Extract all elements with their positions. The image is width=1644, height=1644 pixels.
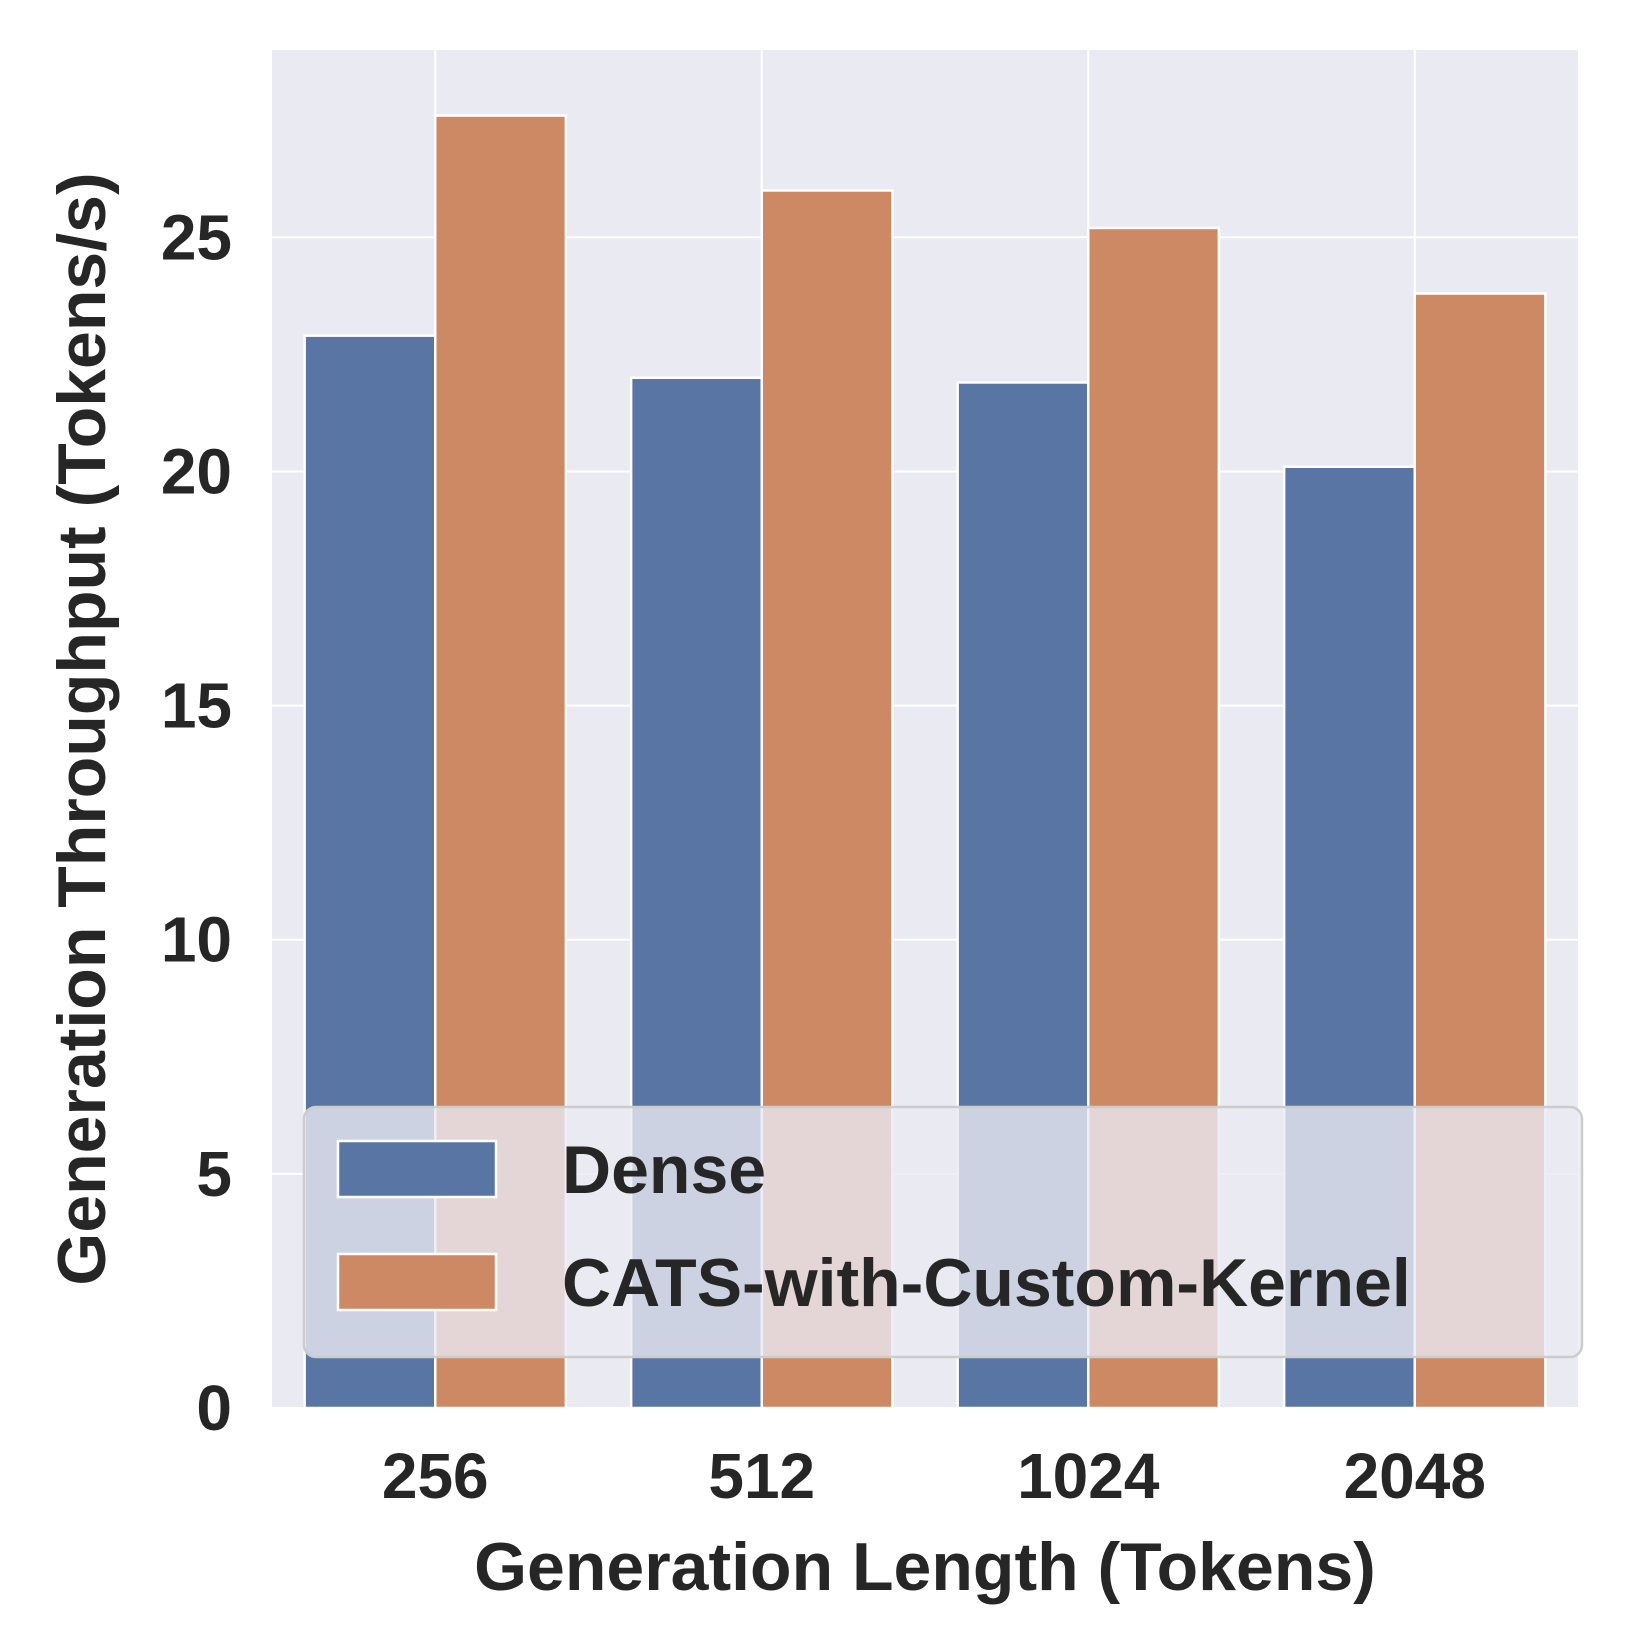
legend-box [302, 1105, 1584, 1359]
y-tick-label: 25 [161, 201, 232, 273]
legend: Dense CATS-with-Custom-Kernel [302, 1105, 1584, 1359]
y-tick-label: 20 [161, 435, 232, 507]
y-tick-labels: 0 5 10 15 20 25 [161, 201, 232, 1444]
y-tick-label: 15 [161, 670, 232, 742]
legend-swatch-cats [336, 1252, 498, 1312]
x-tick-label: 1024 [1017, 1440, 1160, 1512]
x-tick-labels: 256 512 1024 2048 [382, 1440, 1486, 1512]
legend-label-dense: Dense [562, 1132, 766, 1208]
x-tick-label: 256 [382, 1440, 489, 1512]
y-tick-label: 0 [196, 1372, 232, 1444]
x-axis-title: Generation Length (Tokens) [474, 1529, 1376, 1605]
legend-swatch-dense [336, 1139, 498, 1199]
y-tick-label: 5 [196, 1138, 232, 1210]
legend-label-cats: CATS-with-Custom-Kernel [562, 1245, 1411, 1321]
y-tick-label: 10 [161, 904, 232, 976]
x-tick-label: 512 [708, 1440, 815, 1512]
y-axis-title: Generation Throughput (Tokens/s) [44, 172, 120, 1285]
x-tick-label: 2048 [1344, 1440, 1486, 1512]
